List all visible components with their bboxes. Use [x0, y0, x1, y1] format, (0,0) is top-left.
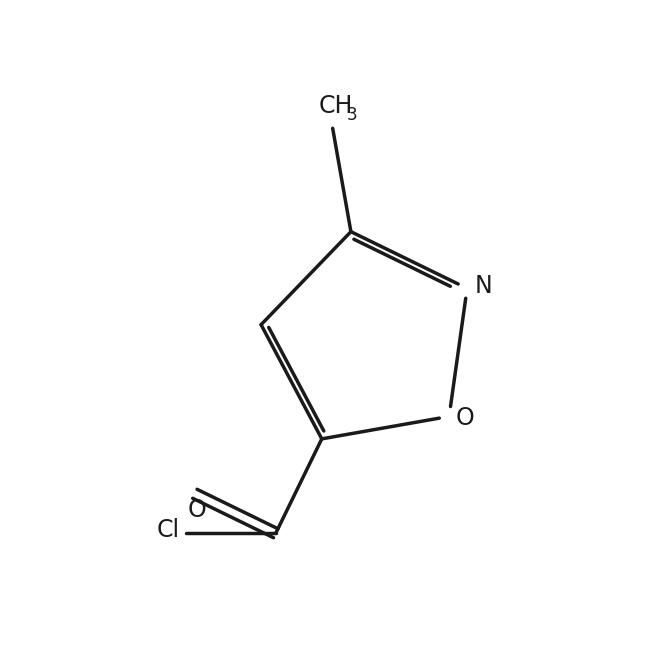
Text: O: O — [187, 498, 206, 522]
Text: CH: CH — [318, 94, 353, 118]
Text: Cl: Cl — [156, 518, 179, 542]
Text: 3: 3 — [346, 106, 357, 124]
Text: O: O — [456, 406, 474, 430]
Text: N: N — [474, 274, 492, 298]
